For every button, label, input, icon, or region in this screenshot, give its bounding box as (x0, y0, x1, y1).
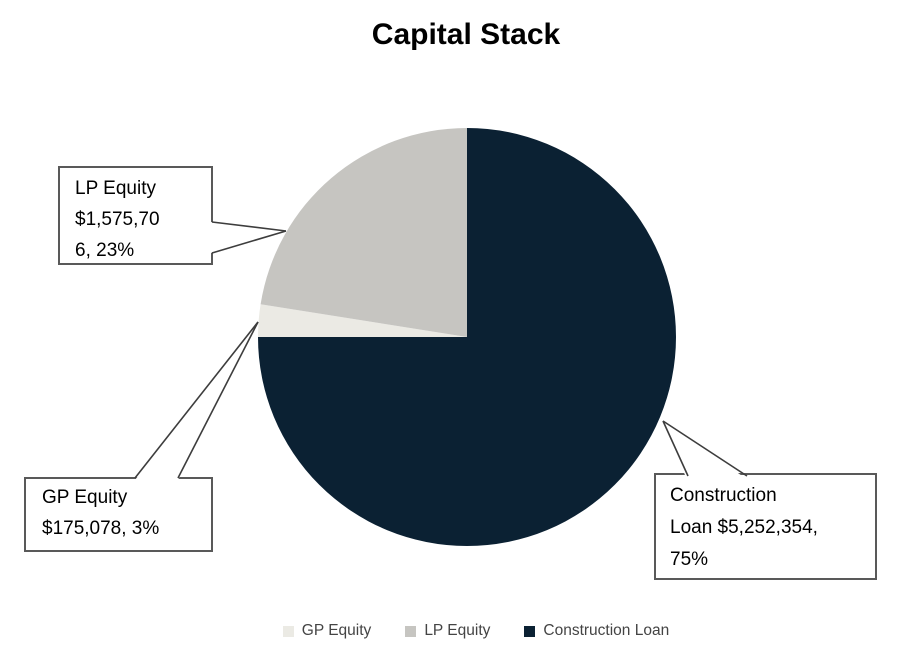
callout-lp-equity[interactable]: LP Equity $1,575,70 6, 23% (58, 166, 213, 265)
callout-construction-loan[interactable]: Construction Loan $5,252,354, 75% (654, 473, 877, 580)
legend-label-gp-equity: GP Equity (301, 622, 372, 639)
callout-lp-equity-text: LP Equity $1,575,70 6, 23% (75, 178, 160, 261)
legend-item-gp-equity[interactable]: GP Equity (282, 622, 372, 640)
legend-swatch-lp-equity (405, 625, 417, 637)
legend-item-lp-equity[interactable]: LP Equity (405, 622, 490, 640)
pie-slice-gp-equity[interactable] (258, 304, 467, 337)
pie-slices (258, 128, 676, 546)
legend-item-construction-loan[interactable]: Construction Loan (524, 622, 669, 640)
callout-gp-equity[interactable]: GP Equity $175,078, 3% (24, 477, 213, 552)
legend-label-construction-loan: Construction Loan (543, 622, 670, 639)
callout-construction-loan-text: Construction Loan $5,252,354, 75% (670, 485, 818, 570)
pie-slice-lp-equity[interactable] (260, 128, 467, 337)
legend-label-lp-equity: LP Equity (424, 622, 491, 639)
legend-swatch-gp-equity (282, 625, 294, 637)
legend-swatch-construction-loan (524, 625, 536, 637)
chart-legend: GP Equity LP Equity Construction Loan (23, 620, 906, 642)
chart-title: Capital Stack (371, 18, 561, 51)
callout-gp-equity-text: GP Equity $175,078, 3% (42, 487, 160, 539)
